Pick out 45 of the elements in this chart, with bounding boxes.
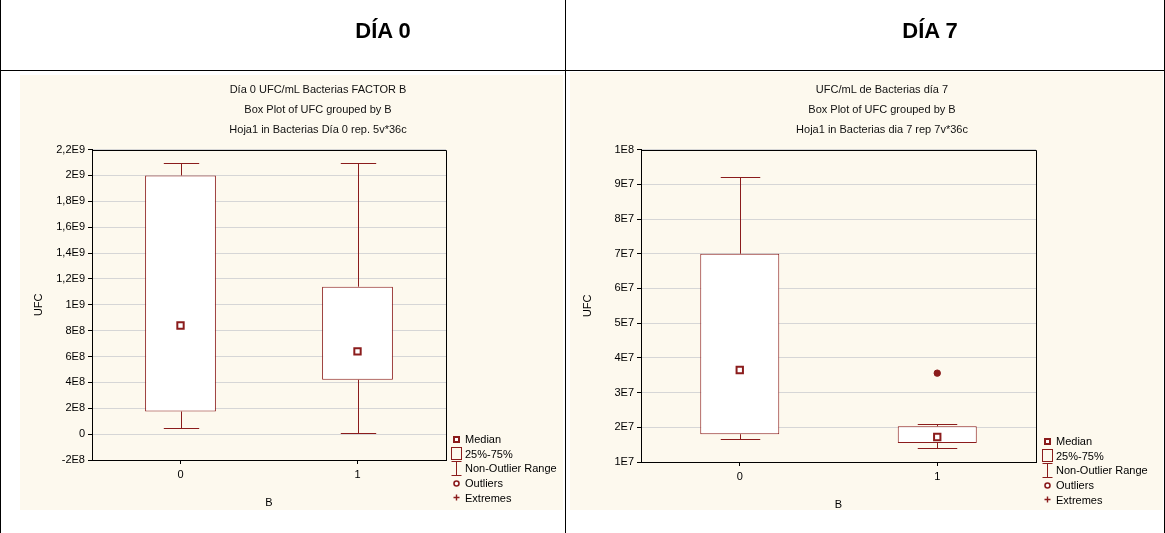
- y-tick-label: 4E8: [65, 375, 85, 388]
- y-tick-label: 2E8: [65, 401, 85, 414]
- y-tick-label: 5E7: [614, 316, 634, 329]
- chart-title: DÍA 7: [902, 18, 958, 44]
- chart-subtitle: UFC/mL de Bacterias día 7 Box Plot of UFC grouped by B Hoja1 in Bacterias dia 7 rep 7v*36c: [796, 82, 968, 137]
- y-tick-label: 1,8E9: [56, 194, 85, 207]
- y-tick-label: 1,2E9: [56, 271, 85, 284]
- text: Outliers: [465, 477, 503, 490]
- y-tick-label: 1,6E9: [56, 220, 85, 233]
- x-tick-label: 1: [934, 469, 941, 482]
- y-tick-label: 1,4E9: [56, 246, 85, 259]
- x-axis-title: B: [265, 496, 273, 509]
- text: Non-Outlier Range: [1056, 464, 1148, 477]
- y-tick-label: 6E8: [65, 349, 85, 362]
- y-tick-label: 7E7: [614, 246, 634, 259]
- text: Extremes: [465, 491, 512, 504]
- x-tick-label: 1: [354, 467, 361, 480]
- y-tick-label: 1E8: [614, 142, 634, 155]
- text: 25%-75%: [1056, 449, 1104, 462]
- y-tick-label: -2E8: [61, 453, 85, 466]
- y-tick-label: 1E7: [614, 455, 634, 468]
- x-tick-label: 0: [736, 469, 743, 482]
- text: Median: [1056, 435, 1093, 448]
- text: Outliers: [1056, 479, 1094, 492]
- chart-subtitle: Día 0 UFC/mL Bacterias FACTOR B Box Plot of UFC grouped by B Hoja1 in Bacterias Día 0 rep. 5v*36c: [229, 82, 407, 137]
- y-tick-label: 6E7: [614, 281, 634, 294]
- y-tick-label: 2E9: [65, 168, 85, 181]
- x-axis-title: B: [834, 498, 843, 511]
- y-tick-label: 2,2E9: [56, 142, 85, 155]
- y-tick-label: 9E7: [614, 177, 634, 190]
- text: Non-Outlier Range: [465, 462, 557, 475]
- y-tick-label: 4E7: [614, 350, 634, 363]
- y-axis-title: UFC: [31, 293, 44, 317]
- x-tick-label: 0: [177, 467, 184, 480]
- text: Extremes: [1056, 493, 1103, 506]
- text: Median: [465, 433, 502, 446]
- y-tick-label: 3E7: [614, 385, 634, 398]
- y-tick-label: 1E9: [65, 297, 85, 310]
- y-tick-label: 8E7: [614, 212, 634, 225]
- y-tick-label: 0: [78, 427, 85, 440]
- y-tick-label: 2E7: [614, 420, 634, 433]
- y-axis-title: UFC: [580, 294, 593, 318]
- chart-title: DÍA 0: [355, 18, 411, 44]
- text: 25%-75%: [465, 447, 513, 460]
- y-tick-label: 8E8: [65, 323, 85, 336]
